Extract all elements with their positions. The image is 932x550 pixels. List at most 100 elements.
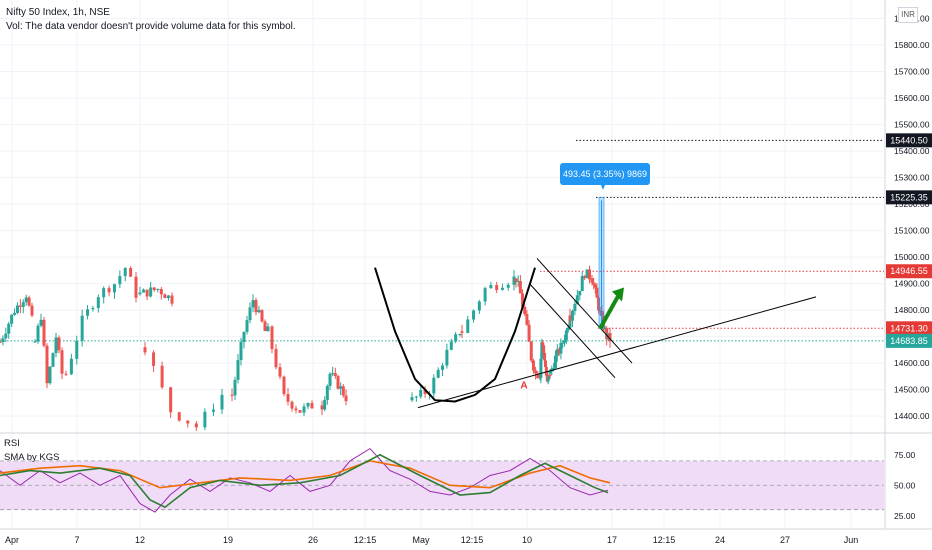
candle-body bbox=[543, 352, 547, 361]
candle-body bbox=[118, 276, 122, 285]
candle-body bbox=[86, 309, 90, 316]
candle-body bbox=[123, 268, 127, 277]
candle-body bbox=[605, 328, 609, 340]
candle-body bbox=[21, 302, 25, 307]
candle-body bbox=[423, 390, 427, 394]
candle-body bbox=[102, 288, 106, 298]
candle-body bbox=[531, 360, 535, 371]
candle-body bbox=[152, 352, 156, 366]
candle-body bbox=[294, 408, 298, 411]
candle-body bbox=[541, 342, 545, 346]
candle-body bbox=[341, 386, 345, 396]
price-tick-label: 15800.00 bbox=[894, 40, 930, 50]
candle-body bbox=[129, 268, 133, 277]
candle-body bbox=[489, 285, 493, 289]
currency-badge[interactable]: INR bbox=[898, 7, 918, 23]
candle-body bbox=[539, 358, 543, 378]
rsi-title[interactable]: RSI bbox=[4, 438, 20, 449]
candle-body bbox=[159, 289, 163, 295]
candle-body bbox=[112, 284, 116, 293]
price-tag-label: 15440.50 bbox=[890, 135, 928, 145]
price-tag-label: 14731.30 bbox=[890, 323, 928, 333]
time-tick-label: 19 bbox=[223, 535, 233, 545]
rsi-tick-label: 75.00 bbox=[894, 450, 916, 460]
price-tag-label: 15225.35 bbox=[890, 192, 928, 202]
candle-body bbox=[248, 307, 252, 321]
volume-note: Vol: The data vendor doesn't provide vol… bbox=[6, 21, 296, 32]
rsi-tick-label: 50.00 bbox=[894, 480, 916, 490]
price-tick-label: 14900.00 bbox=[894, 279, 930, 289]
candle-body bbox=[543, 360, 547, 368]
rsi-band bbox=[0, 460, 884, 511]
candle-body bbox=[344, 395, 348, 402]
candle-body bbox=[64, 373, 68, 375]
candle-body bbox=[466, 319, 470, 333]
candle-body bbox=[525, 314, 529, 325]
price-levels bbox=[0, 139, 884, 342]
candle-body bbox=[177, 412, 181, 421]
price-tick-label: 15000.00 bbox=[894, 252, 930, 262]
candle-body bbox=[96, 297, 100, 309]
candle-body bbox=[548, 374, 552, 376]
candle-body bbox=[323, 399, 327, 410]
candle-body bbox=[134, 276, 138, 298]
measure-label: 493.45 (3.35%) 9869 bbox=[563, 169, 647, 179]
trend-line bbox=[417, 296, 817, 409]
candle-body bbox=[419, 390, 423, 397]
candle-body bbox=[534, 370, 538, 374]
candle-body bbox=[42, 319, 46, 346]
candle-body bbox=[449, 341, 453, 350]
candle-body bbox=[588, 269, 592, 280]
candle-body bbox=[500, 287, 504, 290]
candle-body bbox=[592, 282, 596, 285]
candle-body bbox=[263, 321, 267, 331]
candle-body bbox=[546, 378, 550, 382]
candle-body bbox=[298, 410, 302, 413]
sma-green-line bbox=[0, 453, 609, 509]
candle-body bbox=[564, 330, 568, 341]
candle-body bbox=[557, 349, 561, 354]
candle-body bbox=[483, 288, 487, 302]
candle-body bbox=[320, 405, 324, 410]
candle-body bbox=[548, 371, 552, 374]
time-tick-label: 17 bbox=[607, 535, 617, 545]
price-tick-label: 15300.00 bbox=[894, 173, 930, 183]
candle-body bbox=[194, 423, 198, 428]
candle-body bbox=[563, 340, 567, 343]
candle-body bbox=[145, 289, 149, 297]
candle-body bbox=[598, 310, 602, 312]
candle-body bbox=[542, 345, 546, 353]
price-tick-label: 15500.00 bbox=[894, 120, 930, 130]
measure-label-box bbox=[560, 163, 650, 185]
candle-body bbox=[69, 358, 73, 375]
candle-body bbox=[460, 331, 464, 333]
candle-body bbox=[552, 368, 556, 370]
candle-body bbox=[302, 406, 306, 413]
candle-body bbox=[170, 295, 174, 304]
candle-body bbox=[169, 387, 173, 413]
candle-body bbox=[75, 340, 79, 359]
candle-body bbox=[239, 341, 243, 361]
time-tick-label: Apr bbox=[5, 535, 19, 545]
sma-indicator-title[interactable]: SMA by KGS bbox=[4, 452, 60, 463]
time-tick-label: 12:15 bbox=[354, 535, 377, 545]
candle-body bbox=[163, 294, 167, 299]
candle-body bbox=[570, 310, 574, 321]
time-tick-label: 12 bbox=[135, 535, 145, 545]
price-tag-box bbox=[886, 333, 932, 348]
candle-body bbox=[51, 353, 55, 367]
candle-body bbox=[339, 386, 343, 389]
candle-body bbox=[290, 401, 294, 409]
candle-body bbox=[495, 285, 499, 290]
price-tag-box bbox=[886, 321, 932, 336]
candle-body bbox=[211, 409, 215, 412]
candle-body bbox=[561, 342, 565, 344]
candle-body bbox=[10, 314, 14, 324]
candle-body bbox=[559, 342, 563, 354]
candle-body bbox=[580, 276, 584, 291]
candle-body bbox=[286, 394, 290, 402]
candle-body bbox=[254, 300, 258, 313]
candle-body bbox=[555, 349, 559, 356]
price-tick-label: 14500.00 bbox=[894, 385, 930, 395]
candle-body bbox=[477, 301, 481, 311]
